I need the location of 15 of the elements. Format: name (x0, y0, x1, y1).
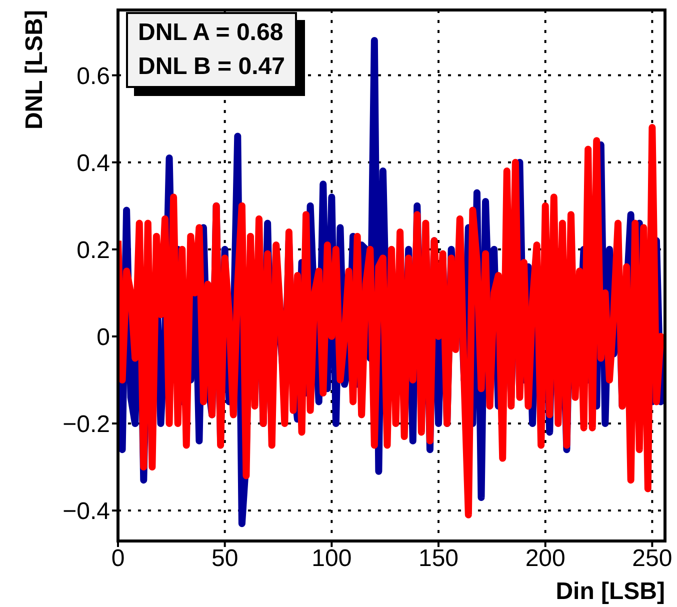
annotation: DNL A = 0.68 (138, 18, 284, 48)
x-tick-label: 100 (312, 545, 352, 572)
x-tick-label: 250 (632, 545, 672, 572)
y-tick-label: 0.2 (76, 236, 110, 264)
x-tick-label: 150 (418, 545, 459, 572)
y-tick-label: 0.4 (76, 150, 110, 177)
annotation: DNL B = 0.47 (138, 52, 285, 82)
x-tick-label: 50 (211, 545, 238, 572)
y-axis-title: DNL [LSB] (21, 10, 48, 130)
x-tick-label: 200 (525, 545, 566, 572)
y-tick-label: 0.6 (76, 62, 110, 90)
y-tick-label: −0.2 (62, 411, 110, 438)
x-axis-title: Din [LSB] (556, 578, 665, 605)
y-tick-label: −0.4 (62, 498, 110, 526)
y-tick-label: 0 (96, 324, 110, 351)
